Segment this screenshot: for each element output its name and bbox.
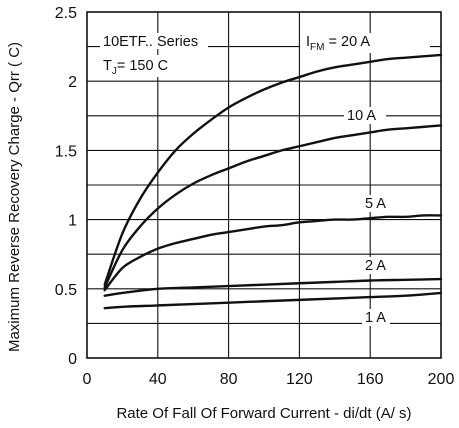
- x-tick-label: 160: [357, 371, 384, 388]
- curve-label-mask: [362, 257, 392, 274]
- ifm-sub: FM: [310, 42, 324, 53]
- plot-frame: [86, 11, 442, 359]
- y-axis-title: Maximum Reverse Recovery Charge - Qrr ( …: [6, 42, 23, 352]
- tj-main: T: [103, 58, 112, 74]
- curve-label: 10 A: [347, 108, 376, 124]
- label-masks: [100, 33, 430, 326]
- curves: [103, 53, 443, 310]
- curve-label: 1 A: [365, 310, 386, 326]
- curve-labels: 10 A 5 A 2 A 1 A: [347, 108, 386, 326]
- ifm-main: I: [306, 34, 310, 50]
- x-tick-label: 200: [428, 371, 455, 388]
- ifm-value: = 20 A: [324, 34, 370, 50]
- tj-label-mask: [100, 55, 196, 77]
- curve-label: 2 A: [365, 258, 386, 274]
- x-axis-title: Rate Of Fall Of Forward Current - di/dt …: [116, 405, 411, 422]
- curve-label-mask: [362, 195, 392, 212]
- y-tick-label: 0.5: [55, 282, 77, 299]
- series-line: [103, 53, 443, 286]
- x-tick-label: 0: [83, 371, 92, 388]
- curve-label-mask: [362, 309, 390, 326]
- tick-labels: 0 40 80 120 160 200 0 0.5 1 1.5 2 2.5: [55, 5, 455, 388]
- y-tick-label: 1: [68, 213, 77, 230]
- y-tick-label: 2.5: [55, 5, 77, 22]
- ifm-label-mask: [300, 33, 430, 53]
- y-tick-label: 1.5: [55, 143, 77, 160]
- forward-current-label: IFM = 20 A: [306, 34, 370, 53]
- series-label-mask: [100, 33, 208, 49]
- series-line: [103, 214, 443, 292]
- series-line: [103, 124, 443, 289]
- curve-label: 5 A: [365, 196, 386, 212]
- tj-sub: J: [112, 66, 117, 77]
- x-tick-label: 120: [286, 371, 313, 388]
- x-tick-label: 40: [149, 371, 167, 388]
- series-label: 10ETF.. Series: [103, 34, 198, 50]
- junction-temp-label: TJ= 150 C: [103, 58, 168, 77]
- y-tick-label: 0: [68, 351, 77, 368]
- y-tick-label: 2: [68, 74, 77, 91]
- series-line: [103, 277, 443, 297]
- curve-label-mask: [344, 107, 386, 124]
- x-tick-label: 80: [220, 371, 238, 388]
- tj-value: = 150 C: [117, 58, 168, 74]
- series-line: [103, 291, 443, 310]
